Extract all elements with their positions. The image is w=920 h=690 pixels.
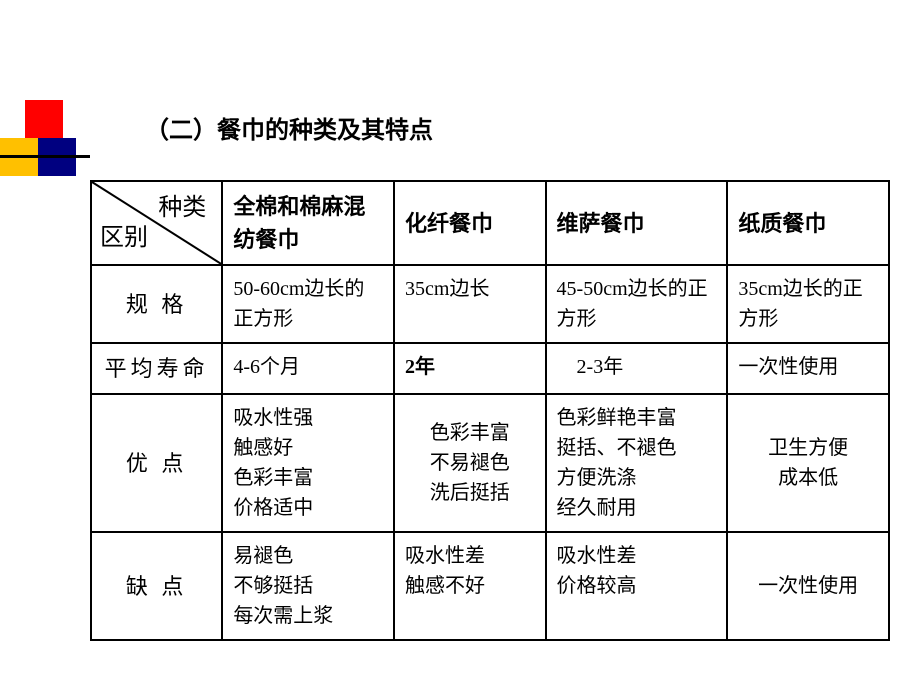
cell-advantages-paper: 卫生方便 成本低	[727, 394, 889, 532]
cell-lifespan-cotton: 4-6个月	[222, 343, 394, 394]
cell-advantages-synthetic: 色彩丰富 不易褪色 洗后挺括	[394, 394, 546, 532]
row-label-lifespan: 平均寿命	[91, 343, 222, 394]
row-label-spec: 规 格	[91, 265, 222, 343]
deco-line	[0, 155, 90, 158]
column-header-cotton: 全棉和棉麻混纺餐巾	[222, 181, 394, 265]
slide-decoration	[0, 100, 90, 190]
row-label-disadvantages: 缺 点	[91, 532, 222, 640]
cell-spec-visa: 45-50cm边长的正方形	[546, 265, 728, 343]
cell-advantages-cotton: 吸水性强 触感好 色彩丰富 价格适中	[222, 394, 394, 532]
column-header-synthetic: 化纤餐巾	[394, 181, 546, 265]
table-header-row: 种类 区别 全棉和棉麻混纺餐巾 化纤餐巾 维萨餐巾 纸质餐巾	[91, 181, 889, 265]
cell-lifespan-synthetic: 2年	[394, 343, 546, 394]
cell-disadvantages-visa: 吸水性差 价格较高	[546, 532, 728, 640]
cell-lifespan-paper: 一次性使用	[727, 343, 889, 394]
table-row-spec: 规 格 50-60cm边长的正方形 35cm边长 45-50cm边长的正方形 3…	[91, 265, 889, 343]
table-row-disadvantages: 缺 点 易褪色 不够挺括 每次需上浆 吸水性差 触感不好 吸水性差 价格较高 一…	[91, 532, 889, 640]
cell-advantages-visa: 色彩鲜艳丰富 挺括、不褪色 方便洗涤 经久耐用	[546, 394, 728, 532]
slide-title: （二）餐巾的种类及其特点	[145, 110, 433, 145]
column-header-paper: 纸质餐巾	[727, 181, 889, 265]
cell-spec-synthetic: 35cm边长	[394, 265, 546, 343]
table-row-advantages: 优 点 吸水性强 触感好 色彩丰富 价格适中 色彩丰富 不易褪色 洗后挺括 色彩…	[91, 394, 889, 532]
cell-disadvantages-synthetic: 吸水性差 触感不好	[394, 532, 546, 640]
cell-spec-cotton: 50-60cm边长的正方形	[222, 265, 394, 343]
cell-disadvantages-cotton: 易褪色 不够挺括 每次需上浆	[222, 532, 394, 640]
cell-spec-paper: 35cm边长的正方形	[727, 265, 889, 343]
napkin-types-table: 种类 区别 全棉和棉麻混纺餐巾 化纤餐巾 维萨餐巾 纸质餐巾 规 格 50-60…	[90, 180, 890, 641]
deco-red-block	[25, 100, 63, 138]
cell-lifespan-visa: 2-3年	[546, 343, 728, 394]
row-label-advantages: 优 点	[91, 394, 222, 532]
diagonal-header-cell: 种类 区别	[91, 181, 222, 265]
header-type-label: 种类	[158, 190, 206, 226]
table-row-lifespan: 平均寿命 4-6个月 2年 2-3年 一次性使用	[91, 343, 889, 394]
column-header-visa: 维萨餐巾	[546, 181, 728, 265]
header-difference-label: 区别	[100, 220, 148, 256]
cell-disadvantages-paper: 一次性使用	[727, 532, 889, 640]
